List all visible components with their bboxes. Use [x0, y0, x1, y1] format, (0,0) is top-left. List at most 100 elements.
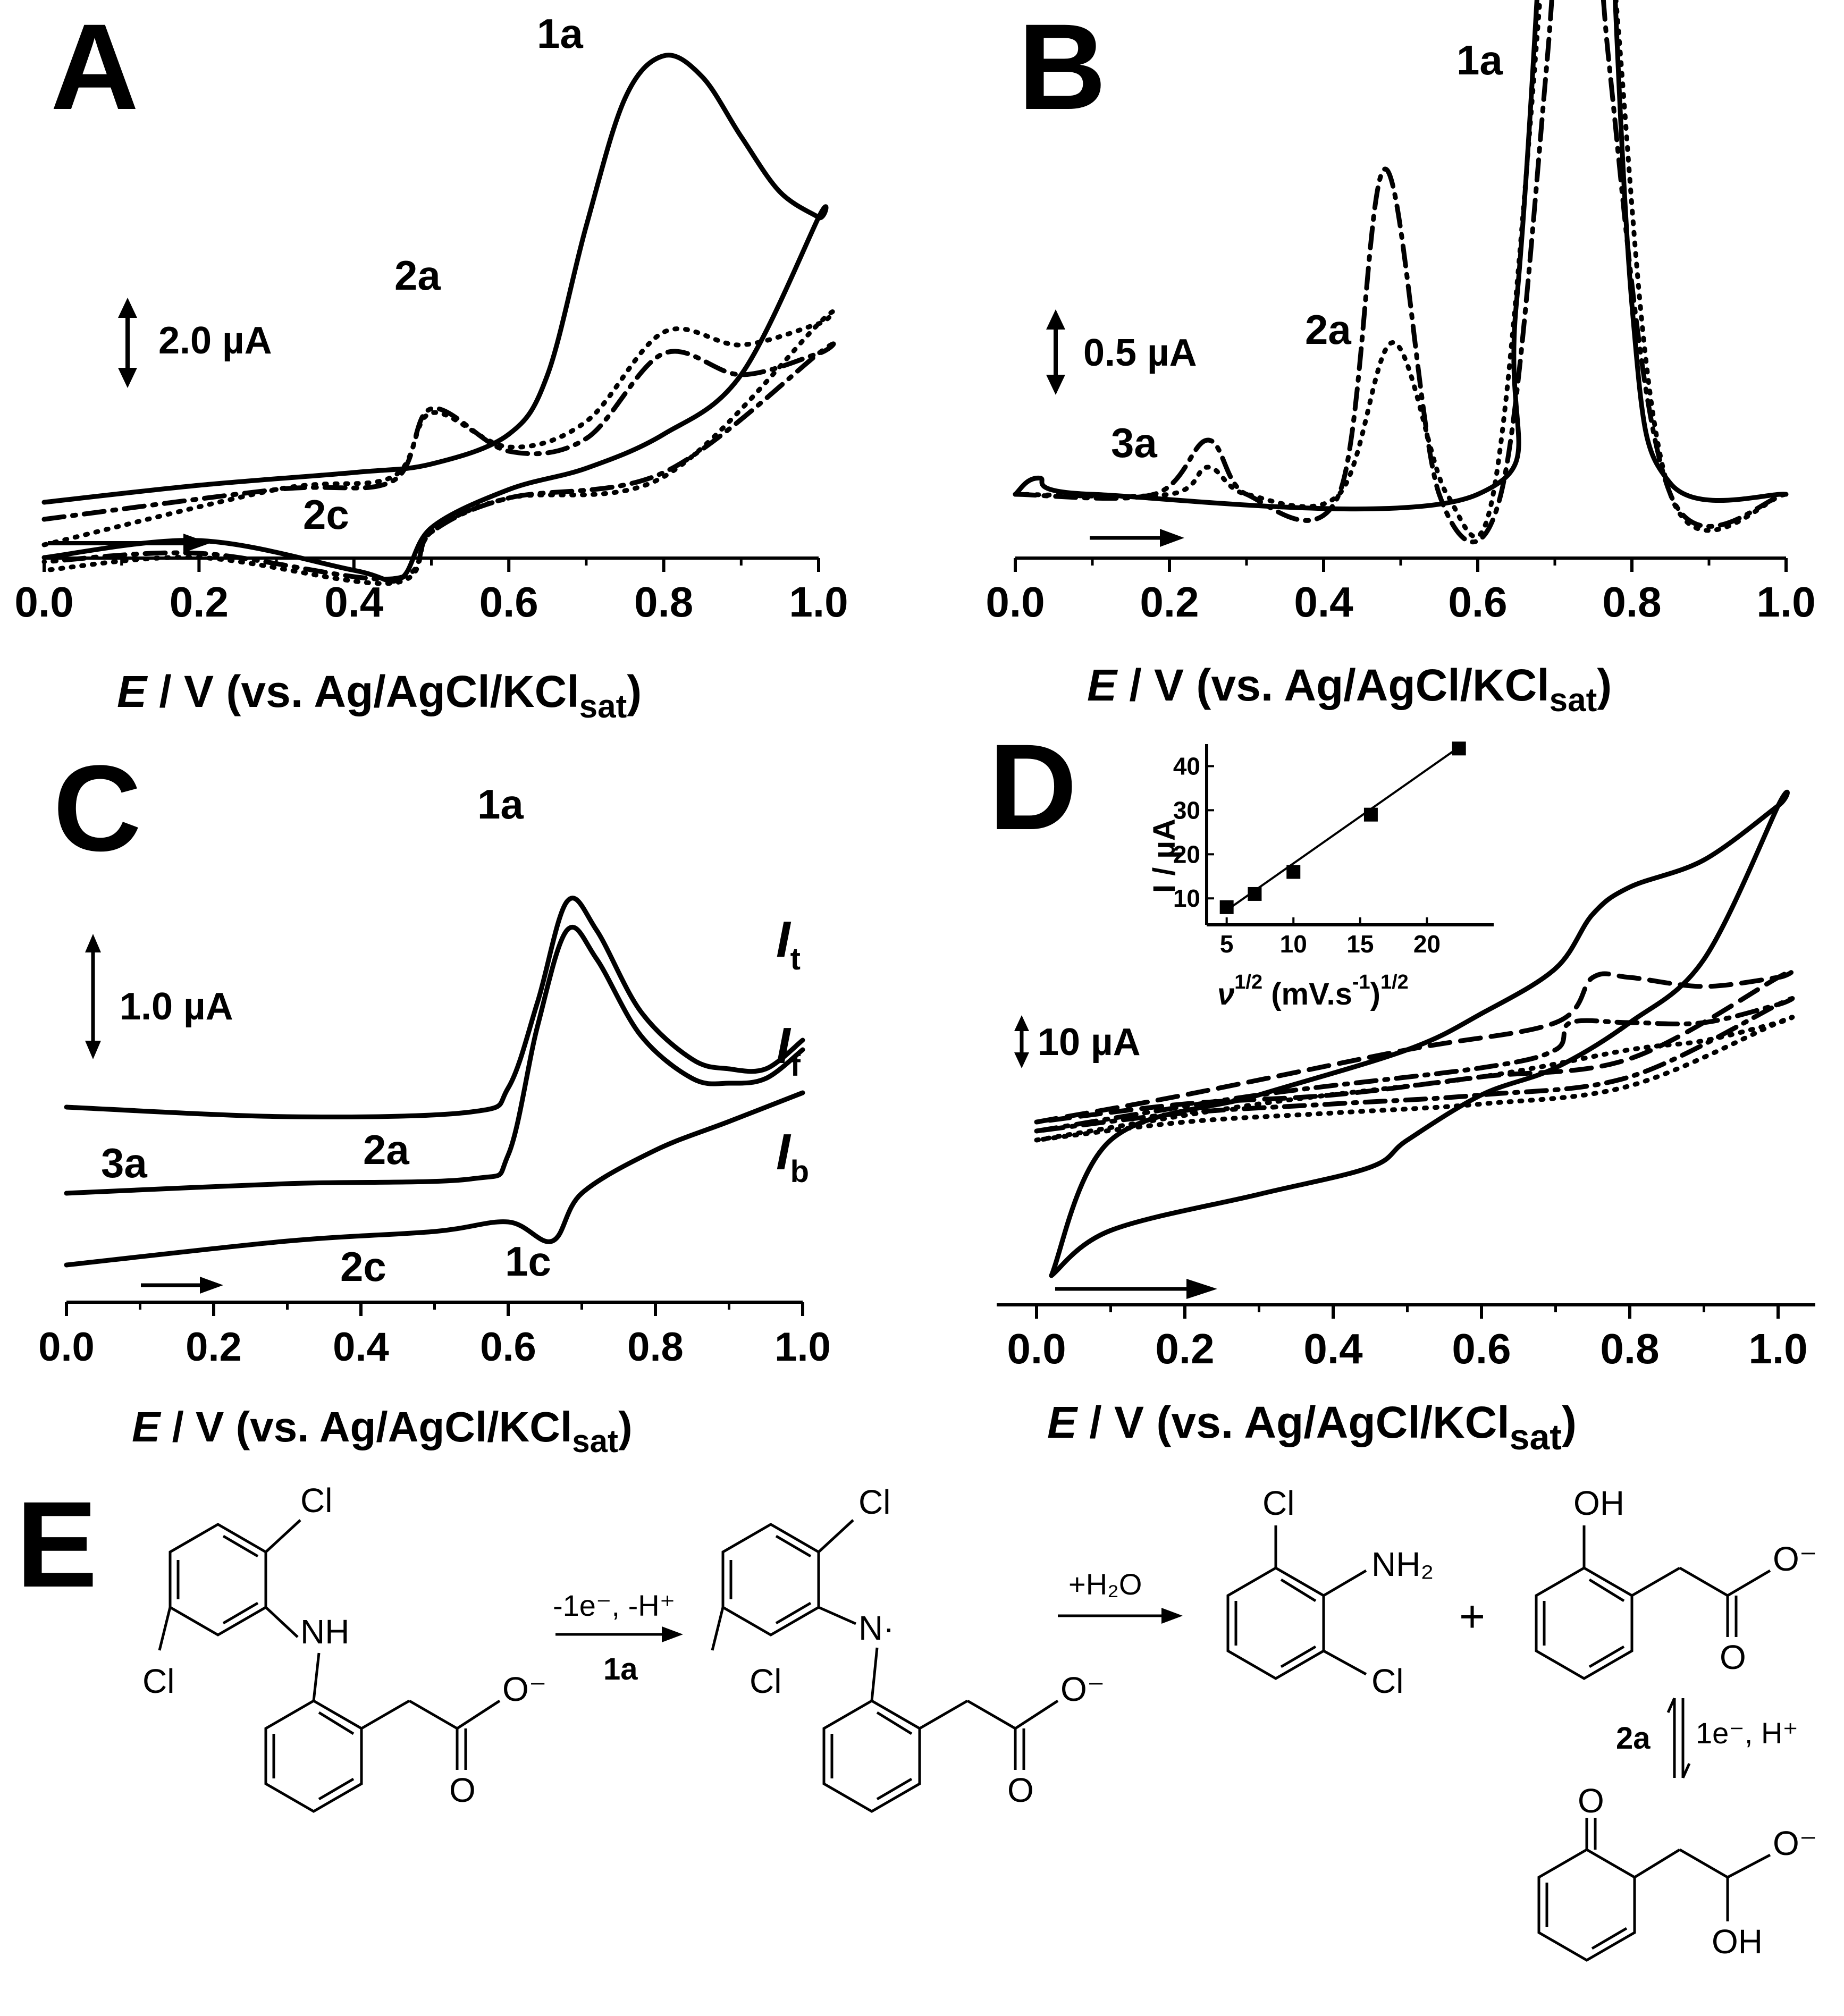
inset-data-point [1219, 900, 1234, 914]
x-tick-label: 0.0 [1007, 1325, 1066, 1372]
peak-label-2a: 2a [1305, 306, 1351, 353]
curve-label-backward: Ib [776, 1124, 809, 1189]
inset-plot: 5 10 15 20 10 20 30 40 I / µA ν1/2 (mV.s-1)1/2 [1147, 741, 1494, 1011]
atom-cl: Cl [1371, 1662, 1403, 1700]
reaction-arrow-1 [555, 1626, 683, 1642]
x-tick-label: 0.0 [14, 578, 73, 626]
reaction-3-peak: 2a [1616, 1721, 1651, 1756]
x-tick-label: 0.2 [186, 1325, 242, 1370]
peak-label-3a: 3a [1111, 419, 1157, 466]
molecule-dichloroaniline: Cl NH₂ Cl [1226, 1484, 1434, 1700]
reaction-2-conditions: +H₂O [1068, 1567, 1142, 1601]
x-tick-label: 1.0 [1756, 578, 1815, 626]
x-tick-label: 0.2 [170, 578, 229, 626]
inset-marks [1219, 741, 1466, 914]
panel-b: B 0.0 0.2 0.4 0.6 0.8 1.0 E / V (vs. Ag/AgCl/… [986, 0, 1816, 719]
panel-c-traces [64, 896, 805, 1268]
x-tick-label: 0.2 [1155, 1325, 1214, 1372]
panel-a-letter: A [50, 0, 139, 135]
panel-d-letter: D [989, 719, 1077, 855]
inset-ticks: 5 10 15 20 10 20 30 40 [1173, 752, 1441, 958]
reaction-3-conditions: 1e⁻, H⁺ [1696, 1716, 1798, 1750]
molecule-hydroxyphenylacetate: OH O⁻ O [1535, 1484, 1817, 1680]
panel-a: A 0.0 0.2 0.4 0.6 0.8 1.0 E / V (vs. Ag/AgCl/… [14, 0, 848, 725]
x-tick-label: 1.0 [774, 1325, 831, 1370]
peak-label-3a: 3a [101, 1140, 147, 1186]
atom-o: O [449, 1771, 476, 1809]
panel-d-x-ticks: 0.0 0.2 0.4 0.6 0.8 1.0 [1007, 1305, 1808, 1372]
inset-x-axis-title: ν1/2 (mV.s-1)1/2 [1217, 971, 1409, 1011]
panel-a-traces [41, 53, 836, 586]
panel-e-letter: E [16, 1476, 97, 1613]
x-tick-label: 0.0 [38, 1325, 95, 1370]
x-tick-label: 0.8 [634, 578, 693, 626]
panel-c-x-axis-title: E / V (vs. Ag/AgCl/KClsat) [132, 1403, 633, 1459]
current-scale-label: 2.0 µA [158, 319, 272, 362]
series-line-dotted [1013, 0, 1789, 539]
panel-a-x-axis-title: E / V (vs. Ag/AgCl/KClsat) [117, 667, 642, 725]
reaction-1-conditions: -1e⁻, -H⁺ [553, 1589, 675, 1622]
scan-direction-arrow [141, 1277, 223, 1294]
series-line-It [64, 896, 805, 1120]
inset-data-point [1363, 807, 1378, 822]
atom-cl: Cl [1262, 1484, 1294, 1522]
series-line-dotted [1034, 1015, 1795, 1143]
x-tick-label: 0.6 [1452, 1325, 1511, 1372]
series-line-dash-dot [41, 341, 836, 582]
x-tick-label: 0.4 [1303, 1325, 1363, 1372]
peak-label-2a: 2a [394, 252, 441, 299]
atom-o: O [1720, 1638, 1746, 1676]
inset-data-point [1286, 865, 1301, 879]
x-tick-label: 0.6 [479, 578, 538, 626]
peak-label-1a: 1a [537, 10, 583, 57]
inset-x-tick-label: 5 [1220, 930, 1234, 958]
x-tick-label: 0.4 [1294, 578, 1353, 626]
peak-label-2c: 2c [303, 491, 349, 538]
panel-b-x-ticks: 0.0 0.2 0.4 0.6 0.8 1.0 [986, 558, 1816, 626]
inset-x-tick-label: 20 [1413, 930, 1441, 958]
current-scale-bar [1046, 309, 1065, 395]
inset-x-tick-label: 15 [1346, 930, 1374, 958]
atom-nh: NH [300, 1613, 349, 1651]
panel-d-traces [1034, 789, 1795, 1278]
inset-y-tick-label: 10 [1173, 884, 1200, 912]
x-tick-label: 0.0 [986, 578, 1045, 626]
current-scale-label: 0.5 µA [1083, 332, 1197, 374]
inset-y-tick-label: 20 [1173, 840, 1200, 868]
panel-c-letter: C [53, 740, 141, 876]
current-scale-bar [118, 298, 137, 388]
inset-y-tick-label: 30 [1173, 796, 1200, 824]
atom-o-minus: O⁻ [1773, 1824, 1817, 1862]
scan-direction-arrow [1090, 529, 1184, 547]
panel-b-traces [1013, 0, 1789, 545]
inset-y-axis-title: I / µA [1147, 819, 1182, 893]
molecule-oxidized-product: O O⁻ OH [1537, 1782, 1817, 1962]
panel-b-letter: B [1018, 0, 1106, 135]
inset-y-tick-label: 40 [1173, 752, 1200, 780]
panel-a-x-ticks: 0.0 0.2 0.4 0.6 0.8 1.0 [14, 558, 848, 626]
x-tick-label: 1.0 [789, 578, 848, 626]
curve-label-total: It [776, 911, 801, 976]
x-tick-label: 0.2 [1140, 578, 1199, 626]
scan-direction-arrow [1055, 1279, 1217, 1299]
series-line-dotted [41, 309, 836, 586]
inset-data-point [1248, 887, 1262, 901]
current-scale-bar [1014, 1015, 1029, 1068]
atom-oh: OH [1573, 1484, 1624, 1522]
panel-e-scheme: E Cl NH Cl O⁻ O [16, 1476, 1817, 1962]
peak-label-1c: 1c [505, 1238, 551, 1285]
inset-fit-line [1226, 746, 1460, 912]
current-scale-bar [85, 934, 101, 1059]
atom-nh2: NH₂ [1371, 1545, 1434, 1583]
atom-cl: Cl [300, 1481, 332, 1520]
equilibrium-arrows [1666, 1697, 1691, 1779]
x-tick-label: 0.8 [1602, 578, 1661, 626]
current-scale-label: 1.0 µA [120, 985, 233, 1028]
x-tick-label: 0.6 [1448, 578, 1507, 626]
reaction-1-peak: 1a [603, 1652, 638, 1686]
atom-o: O [1007, 1771, 1034, 1809]
scan-direction-arrow [48, 534, 210, 553]
series-line-solid [41, 53, 829, 584]
atom-cl: Cl [142, 1662, 174, 1700]
